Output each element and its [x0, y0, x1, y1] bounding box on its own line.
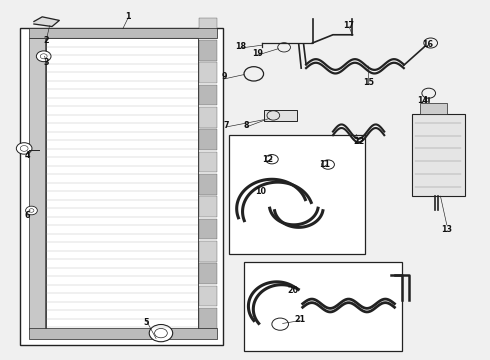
- Text: 9: 9: [222, 72, 227, 81]
- Text: 14: 14: [417, 96, 428, 105]
- Text: 1: 1: [125, 12, 130, 21]
- Bar: [264, 110, 297, 121]
- Text: 15: 15: [363, 78, 374, 87]
- Bar: [198, 62, 217, 83]
- Text: 2: 2: [43, 36, 49, 45]
- Bar: [198, 308, 217, 329]
- Bar: [412, 114, 465, 196]
- Text: 17: 17: [343, 21, 355, 30]
- Text: 4: 4: [24, 151, 30, 160]
- Text: 6: 6: [24, 211, 30, 220]
- Bar: [198, 107, 217, 128]
- Bar: [198, 152, 217, 172]
- Bar: [46, 38, 198, 329]
- Bar: [198, 241, 217, 262]
- Bar: [420, 103, 447, 114]
- Text: 8: 8: [244, 121, 249, 130]
- Text: 18: 18: [235, 42, 246, 51]
- Bar: [198, 219, 217, 239]
- Bar: [198, 129, 217, 150]
- Bar: [244, 262, 402, 351]
- Text: 21: 21: [294, 315, 306, 324]
- Circle shape: [36, 51, 51, 62]
- Text: 5: 5: [144, 318, 149, 327]
- Bar: [198, 174, 217, 195]
- Bar: [198, 40, 217, 61]
- Text: 12: 12: [262, 155, 273, 164]
- Bar: [20, 28, 223, 345]
- Text: 3: 3: [44, 58, 49, 67]
- Text: 13: 13: [441, 225, 452, 234]
- Text: 20: 20: [287, 286, 298, 295]
- Circle shape: [25, 206, 37, 215]
- Bar: [229, 135, 365, 253]
- Circle shape: [149, 324, 172, 342]
- Bar: [198, 263, 217, 284]
- Bar: [198, 85, 217, 105]
- Text: 7: 7: [223, 121, 229, 130]
- Polygon shape: [34, 17, 59, 27]
- Circle shape: [16, 143, 32, 154]
- Text: 10: 10: [256, 187, 267, 196]
- Bar: [29, 28, 217, 39]
- Text: 19: 19: [252, 49, 263, 58]
- Bar: [29, 38, 45, 329]
- Text: 11: 11: [319, 161, 330, 170]
- Bar: [198, 18, 217, 39]
- Text: 22: 22: [353, 137, 365, 146]
- Bar: [198, 196, 217, 217]
- Bar: [29, 328, 217, 338]
- Bar: [198, 286, 217, 306]
- Text: 16: 16: [422, 40, 433, 49]
